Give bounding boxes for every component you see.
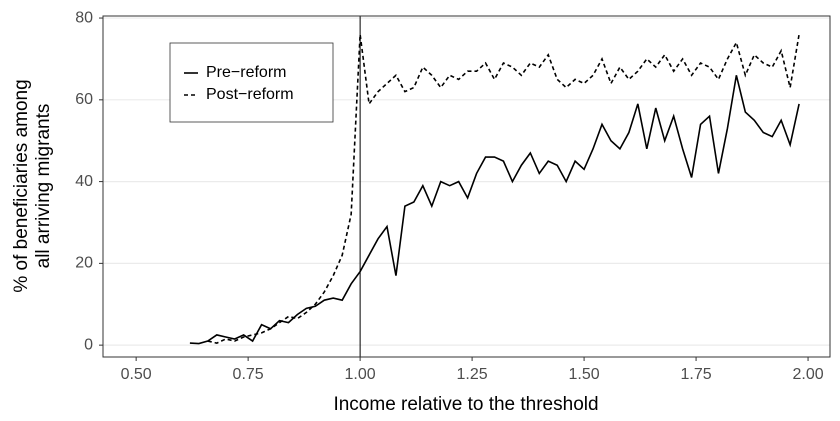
- series-line: [189, 75, 800, 345]
- series-line: [207, 34, 800, 344]
- x-tick-label: 1.00: [345, 366, 376, 383]
- legend-box: [169, 42, 334, 123]
- plot-border: [102, 15, 831, 358]
- x-tick-label: 1.50: [569, 366, 600, 383]
- y-axis-title: all arriving migrants: [33, 104, 54, 269]
- y-tick-label: 20: [75, 255, 93, 272]
- x-tick-label: 1.75: [680, 366, 711, 383]
- legend-label: Pre−reform: [206, 64, 286, 81]
- y-axis-title: % of beneficiaries among: [11, 79, 32, 292]
- y-tick-label: 80: [75, 9, 93, 26]
- legend-label: Post−reform: [206, 86, 294, 103]
- x-tick-label: 0.50: [121, 366, 152, 383]
- x-axis-title: Income relative to the threshold: [333, 394, 598, 415]
- x-tick-label: 2.00: [792, 366, 823, 383]
- y-tick-label: 0: [84, 336, 93, 353]
- y-tick-label: 60: [75, 91, 93, 108]
- x-tick-label: 0.75: [233, 366, 264, 383]
- x-tick-label: 1.25: [457, 366, 488, 383]
- y-tick-label: 40: [75, 173, 93, 190]
